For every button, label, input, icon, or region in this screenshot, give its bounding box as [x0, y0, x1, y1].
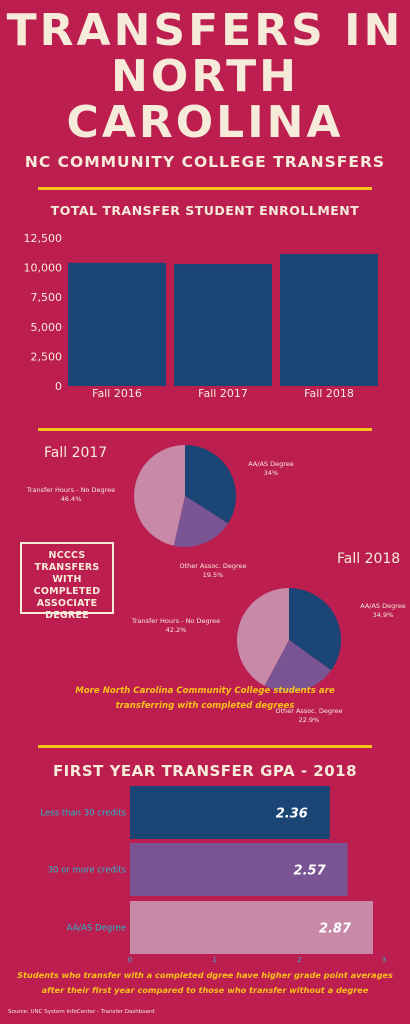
enrollment-bar: [174, 264, 272, 386]
pie-slice-label: Transfer Hours - No Degree: [26, 486, 115, 494]
enrollment-bar-chart: 0 2,500 5,000 7,500 10,000 12,500 Fall 2016 Fal…: [24, 232, 378, 400]
ncccs-line-1: NCCCS: [48, 550, 86, 561]
y-tick-label: 7,500: [31, 291, 63, 304]
y-tick-label: 0: [55, 380, 62, 393]
pie-slice: [185, 445, 236, 524]
enrollment-bar: [68, 262, 166, 386]
x-tick-label: Fall 2016: [92, 387, 142, 400]
pie-slice-label: Other Assoc. Degree: [179, 562, 246, 570]
source-note: Source: UNC System InfoCenter - Transfer…: [8, 1009, 155, 1015]
ncccs-callout-box: NCCCS TRANSFERS WITH COMPLETED ASSOCIATE…: [20, 542, 114, 621]
pie-2017-title: Fall 2017: [44, 445, 108, 461]
pie-slice: [289, 588, 342, 671]
pie-slice-value: 22.9%: [299, 716, 320, 724]
pie-slice: [133, 445, 185, 546]
gpa-bar: [130, 901, 373, 954]
x-tick-label: Fall 2017: [198, 387, 248, 400]
gpa-bar-value: 2.36: [276, 807, 308, 822]
pie-slice: [264, 640, 332, 692]
enrollment-chart-title: TOTAL TRANSFER STUDENT ENROLLMENT: [50, 203, 360, 218]
pie-slice-value: 19.5%: [203, 571, 224, 579]
gpa-note-line-1: Students who transfer with a completed d…: [17, 970, 393, 980]
x-tick-label: 0: [128, 956, 132, 964]
x-tick-label: 2: [297, 956, 301, 964]
gpa-bar: [130, 786, 330, 839]
pie-slice-value: 42.2%: [166, 626, 187, 634]
x-tick-label: 3: [382, 956, 386, 964]
divider-1: [38, 187, 372, 190]
ncccs-line-5: DEGREE: [45, 610, 89, 621]
enrollment-bar: [280, 253, 378, 386]
gpa-bar-value: 2.57: [294, 864, 327, 879]
y-tick-label: 12,500: [24, 232, 63, 245]
ncccs-line-3: COMPLETED: [33, 586, 101, 597]
pie-slice-value: 34%: [264, 469, 278, 477]
gpa-category-label: Less than 30 credits: [40, 809, 126, 819]
divider-3: [38, 745, 372, 748]
title-line-2: NORTH: [111, 51, 299, 102]
y-tick-label: 10,000: [24, 262, 63, 275]
x-tick-label: Fall 2018: [304, 387, 354, 400]
gpa-note-line-2: after their first year compared to those…: [41, 985, 369, 995]
pie-note-line-1: More North Carolina Community College st…: [75, 686, 335, 696]
pie-slice-label: AA/AS Degree: [248, 460, 294, 468]
x-tick-label: 1: [212, 956, 216, 964]
gpa-bar: [130, 843, 348, 896]
pie-2018-title: Fall 2018: [337, 551, 401, 567]
pie-slice-value: 34.9%: [373, 611, 394, 619]
page-title: TRANSFERS IN NORTH CAROLINA: [0, 8, 410, 146]
pie-note-line-2: transferring with completed degrees: [115, 701, 295, 711]
gpa-bar-value: 2.87: [319, 922, 352, 937]
ncccs-line-2: TRANSFERS WITH: [34, 562, 100, 585]
ncccs-line-4: ASSOCIATE: [36, 598, 98, 609]
gpa-chart-title: FIRST YEAR TRANSFER GPA - 2018: [52, 762, 358, 780]
pie-slice-label: AA/AS Degree: [360, 602, 406, 610]
gpa-category-label: AA/AS Degree: [66, 924, 126, 934]
gpa-note: Students who transfer with a completed d…: [0, 968, 410, 998]
section-subtitle: NC COMMUNITY COLLEGE TRANSFERS: [24, 153, 386, 171]
pie-note: More North Carolina Community College st…: [0, 684, 410, 714]
y-tick-label: 5,000: [31, 321, 63, 334]
gpa-bar-chart: 2.36 Less than 30 credits 2.57 30 or more c…: [40, 786, 386, 964]
pie-slice-value: 46.4%: [61, 495, 82, 503]
divider-2: [38, 428, 372, 431]
pie-slice-label: Transfer Hours - No Degree: [131, 617, 220, 625]
pie-slice: [173, 496, 229, 547]
gpa-category-label: 30 or more credits: [48, 866, 127, 876]
y-tick-label: 2,500: [31, 350, 63, 363]
pie-slice: [237, 588, 289, 686]
pie-slice-label: Other Assoc. Degree: [275, 707, 342, 715]
title-line-1: TRANSFERS IN: [6, 5, 404, 56]
title-line-3: CAROLINA: [66, 97, 344, 148]
